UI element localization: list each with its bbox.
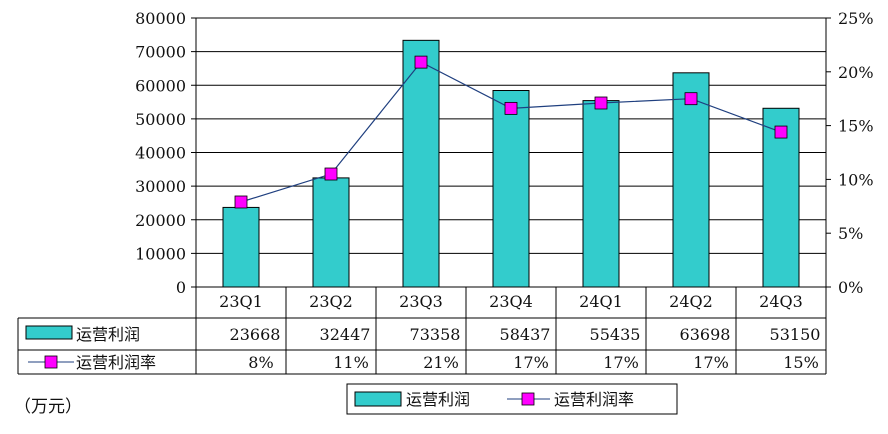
y-left-tick-label: 40000 bbox=[135, 144, 186, 163]
line-marker bbox=[234, 195, 248, 209]
x-category-label: 23Q4 bbox=[489, 292, 533, 311]
axes bbox=[191, 17, 831, 288]
y-left-tick-label: 50000 bbox=[135, 110, 186, 129]
unit-note: （万元） bbox=[14, 397, 82, 417]
y-left-tick-label: 80000 bbox=[135, 9, 186, 28]
table-row-label: 运营利润率 bbox=[76, 353, 156, 372]
bar-series bbox=[222, 39, 800, 288]
bar bbox=[222, 206, 260, 288]
x-category-label: 24Q3 bbox=[759, 292, 803, 311]
y-right-tick-label: 5% bbox=[838, 224, 863, 243]
table-value: 21% bbox=[423, 353, 459, 372]
bar bbox=[312, 177, 350, 288]
table-row-label: 运营利润 bbox=[76, 325, 140, 344]
table-value: 17% bbox=[603, 353, 639, 372]
data-table: 23Q1 23Q2 23Q3 23Q4 24Q1 24Q2 24Q3 23668 32447 73… bbox=[17, 287, 827, 375]
table-value: 63698 bbox=[680, 325, 731, 344]
plot-frame bbox=[195, 17, 827, 288]
y-left-tick-label: 20000 bbox=[135, 211, 186, 230]
table-value: 58437 bbox=[500, 325, 551, 344]
legend-key-bar bbox=[354, 391, 402, 407]
x-category-label: 24Q2 bbox=[669, 292, 713, 311]
table-value: 55435 bbox=[590, 325, 641, 344]
line-marker bbox=[504, 101, 518, 115]
bar bbox=[492, 90, 530, 288]
table-value: 53150 bbox=[770, 325, 821, 344]
legend-label: 运营利润率 bbox=[554, 390, 634, 409]
table-value: 15% bbox=[783, 353, 819, 372]
x-category-label: 23Q3 bbox=[399, 292, 443, 311]
y-right-tick-label: 10% bbox=[838, 170, 874, 189]
y-left-tick-label: 30000 bbox=[135, 177, 186, 196]
y-right-tick-label: 15% bbox=[838, 117, 874, 136]
table-value: 17% bbox=[693, 353, 729, 372]
table-value: 73358 bbox=[410, 325, 461, 344]
table-key-marker bbox=[44, 355, 58, 369]
line-marker bbox=[414, 55, 428, 69]
table-value: 11% bbox=[333, 353, 369, 372]
table-value: 32447 bbox=[320, 325, 371, 344]
legend: 运营利润 运营利润率 bbox=[346, 383, 678, 415]
x-category-label: 23Q1 bbox=[219, 292, 263, 311]
x-category-label: 23Q2 bbox=[309, 292, 353, 311]
table-value: 17% bbox=[513, 353, 549, 372]
y-right-tick-label: 0% bbox=[838, 278, 863, 297]
line-marker bbox=[324, 167, 338, 181]
legend-key-marker bbox=[521, 392, 535, 406]
table-value: 8% bbox=[248, 353, 273, 372]
line-series bbox=[234, 55, 788, 209]
tick-labels: 0 10000 20000 30000 40000 50000 60000 70000 8000… bbox=[135, 9, 873, 297]
bar bbox=[402, 39, 440, 288]
table-value: 23668 bbox=[230, 325, 281, 344]
y-right-tick-label: 20% bbox=[838, 63, 874, 82]
x-category-label: 24Q1 bbox=[579, 292, 623, 311]
y-left-tick-label: 60000 bbox=[135, 76, 186, 95]
table-key-bar bbox=[25, 325, 73, 340]
line-marker bbox=[774, 125, 788, 139]
line-marker bbox=[594, 96, 608, 110]
bar bbox=[582, 100, 620, 288]
legend-label: 运营利润 bbox=[406, 390, 470, 409]
y-right-tick-label: 25% bbox=[838, 9, 874, 28]
y-left-tick-label: 10000 bbox=[135, 244, 186, 263]
y-left-tick-label: 0 bbox=[176, 278, 186, 297]
line-marker bbox=[684, 92, 698, 106]
y-left-tick-label: 70000 bbox=[135, 43, 186, 62]
